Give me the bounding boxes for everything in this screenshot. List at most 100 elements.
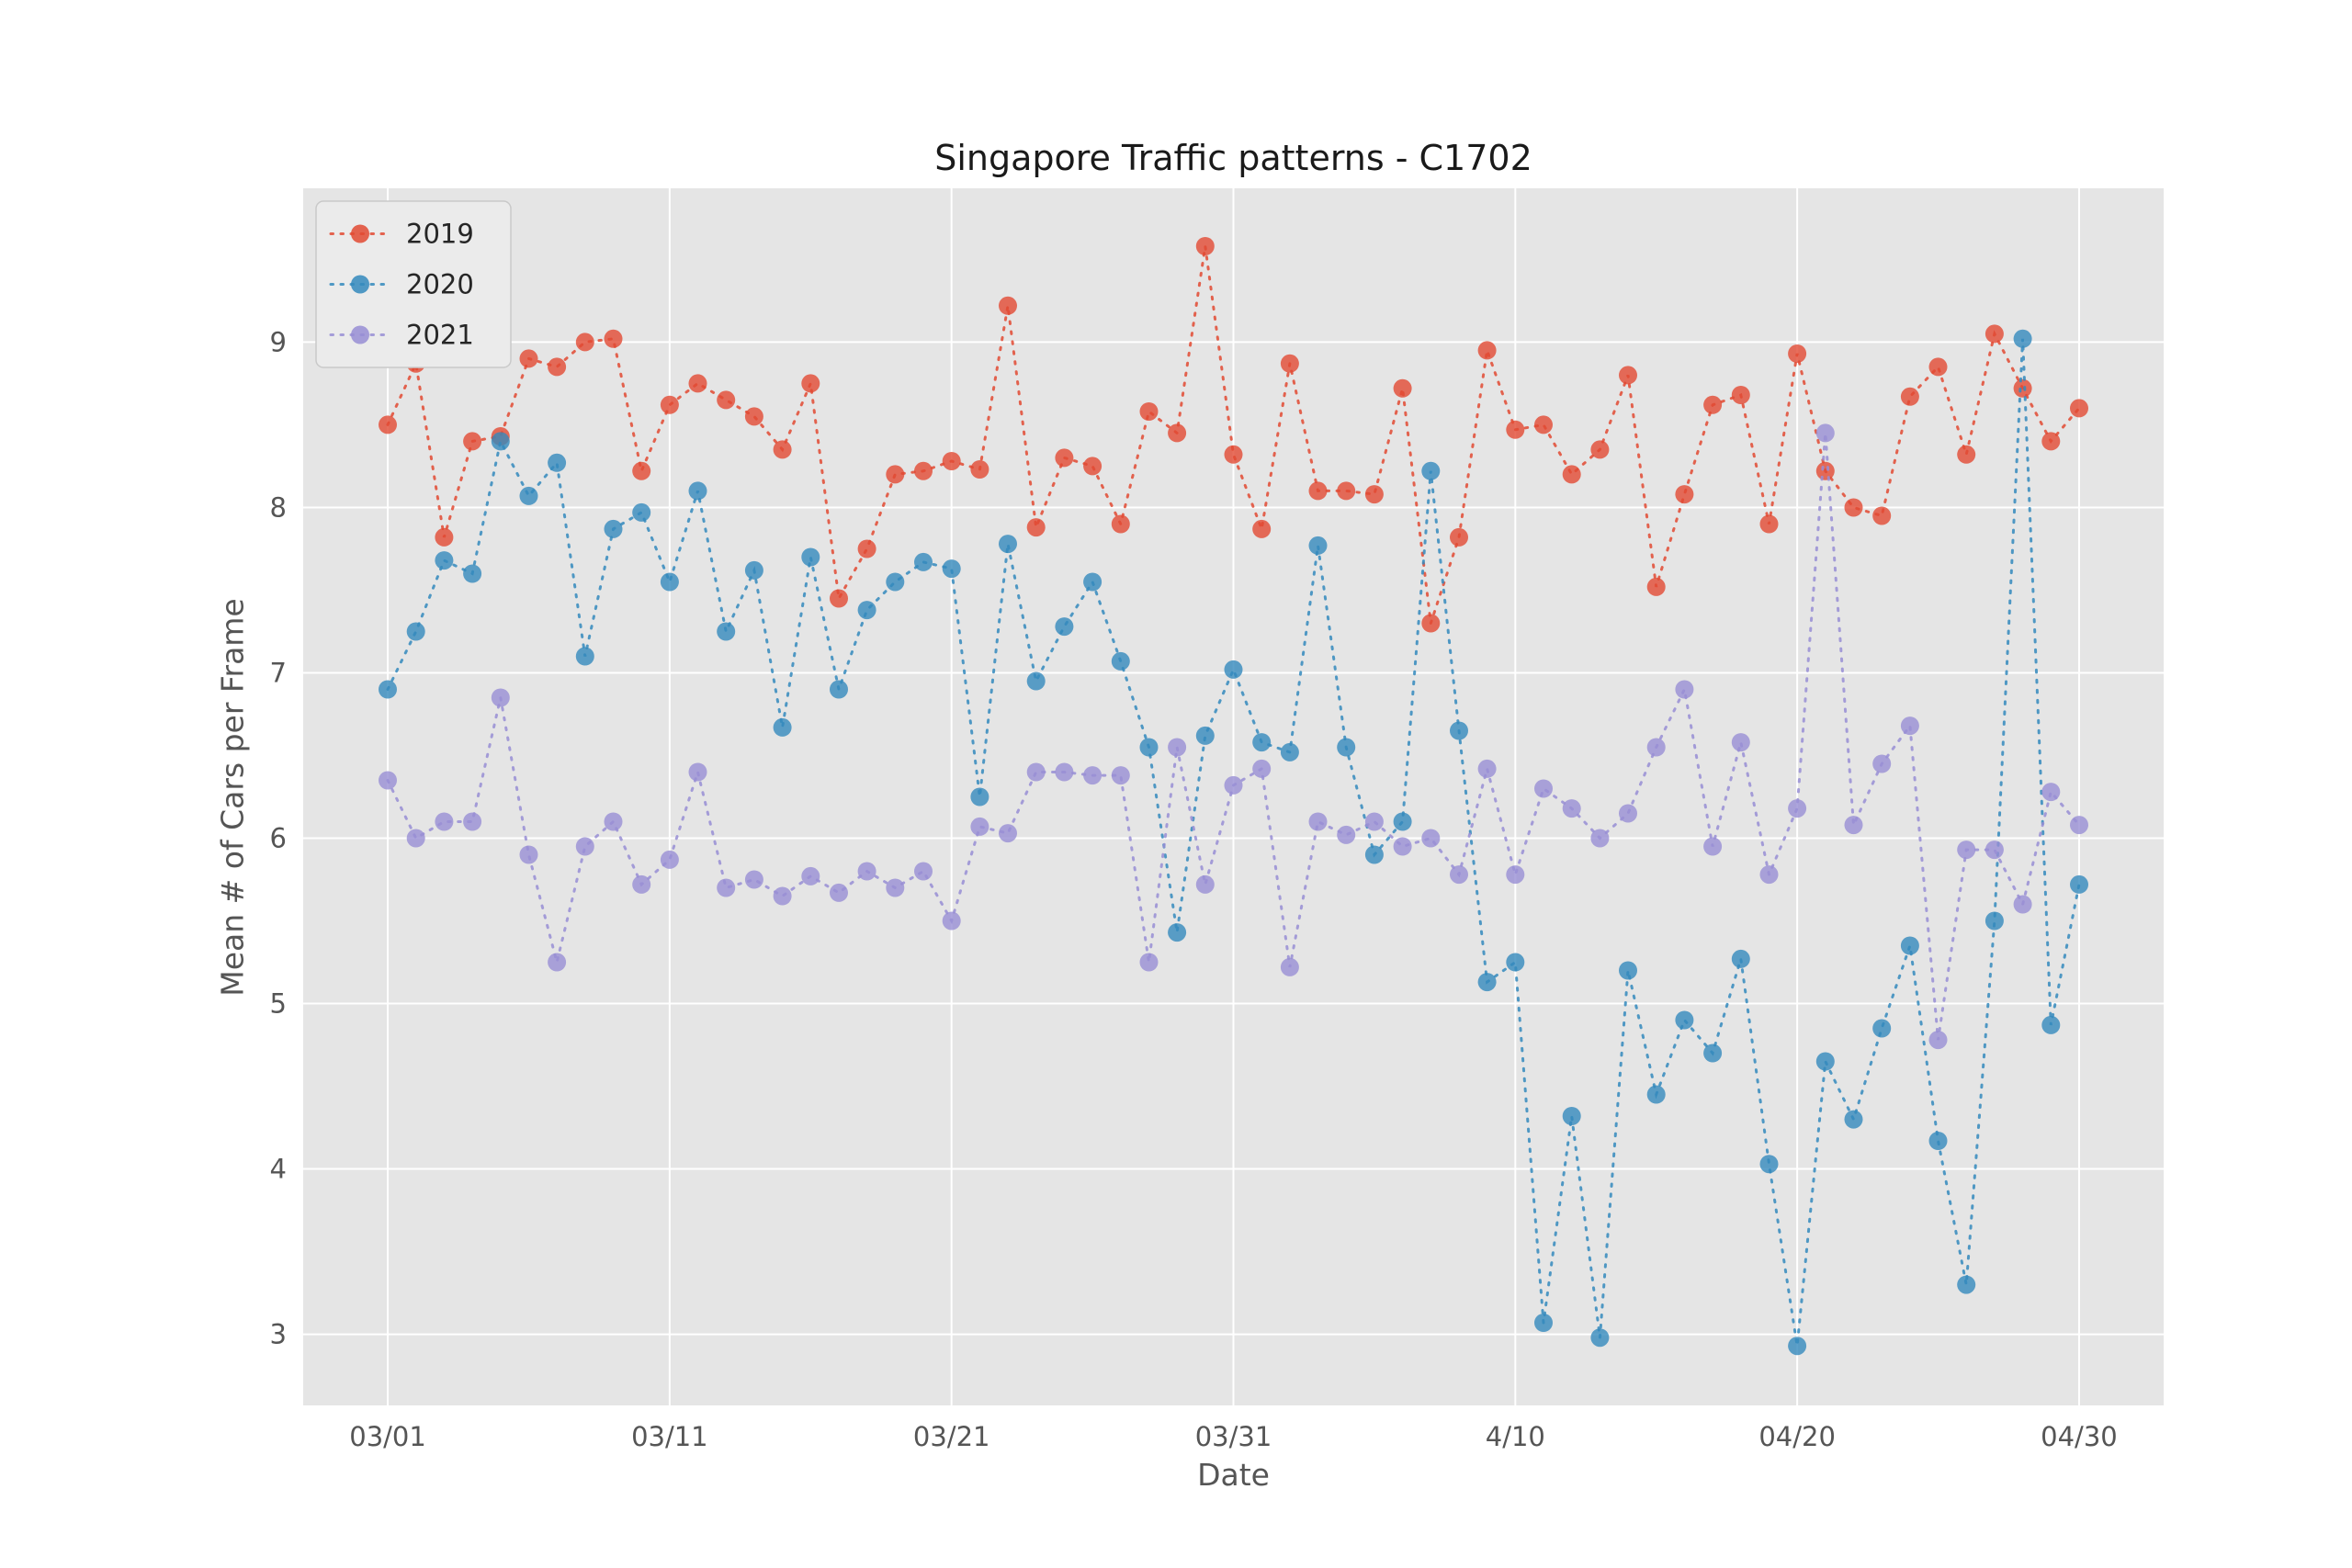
- data-point-2020: [1759, 1155, 1779, 1174]
- data-point-2021: [970, 817, 989, 836]
- data-point-2020: [1731, 949, 1750, 968]
- data-point-2019: [2070, 399, 2088, 418]
- data-point-2019: [1900, 387, 1919, 406]
- data-point-2021: [548, 953, 567, 972]
- data-point-2020: [1534, 1314, 1553, 1332]
- data-point-2021: [406, 829, 425, 848]
- data-point-2021: [1364, 812, 1384, 831]
- data-point-2021: [744, 870, 763, 889]
- data-point-2021: [491, 688, 510, 707]
- data-point-2020: [1224, 660, 1243, 679]
- data-point-2020: [1788, 1337, 1807, 1356]
- data-point-2019: [1252, 519, 1272, 538]
- data-point-2020: [1393, 812, 1412, 831]
- data-point-2021: [1393, 837, 1412, 856]
- data-point-2019: [1984, 324, 2004, 344]
- legend-label-2020: 2020: [406, 269, 474, 300]
- data-point-2019: [1506, 420, 1525, 439]
- data-point-2019: [1111, 514, 1130, 534]
- data-point-2021: [1195, 874, 1215, 894]
- data-point-2019: [1844, 498, 1863, 517]
- data-point-2020: [1055, 617, 1074, 637]
- data-point-2020: [688, 481, 707, 501]
- y-axis-label: Mean # of Cars per Frame: [214, 598, 251, 997]
- data-point-2021: [1815, 423, 1835, 443]
- data-point-2019: [519, 349, 538, 368]
- data-point-2021: [773, 886, 792, 906]
- data-point-2020: [744, 560, 763, 580]
- data-point-2021: [999, 824, 1017, 843]
- data-point-2019: [942, 452, 961, 470]
- data-point-2019: [435, 527, 454, 547]
- data-point-2019: [1675, 485, 1694, 504]
- data-point-2021: [1590, 829, 1610, 848]
- data-point-2020: [801, 547, 820, 567]
- data-point-2019: [886, 465, 905, 484]
- data-point-2021: [1562, 799, 1581, 818]
- data-point-2019: [1026, 518, 1046, 537]
- data-point-2021: [379, 771, 397, 790]
- legend-label-2019: 2019: [406, 219, 474, 250]
- data-point-2020: [1928, 1132, 1948, 1150]
- data-point-2021: [2070, 816, 2088, 835]
- data-point-2020: [2070, 874, 2088, 894]
- x-tick-label: 4/10: [1486, 1421, 1545, 1452]
- data-point-2019: [1646, 577, 1666, 596]
- data-point-2019: [999, 296, 1017, 315]
- data-point-2019: [1928, 357, 1948, 377]
- data-point-2020: [2013, 329, 2032, 348]
- x-tick-label: 03/21: [913, 1421, 990, 1452]
- data-point-2021: [688, 762, 707, 782]
- data-point-2020: [1252, 733, 1272, 752]
- data-point-2020: [1619, 961, 1637, 980]
- data-point-2021: [1083, 766, 1102, 785]
- data-point-2020: [575, 647, 594, 666]
- data-point-2021: [1731, 733, 1750, 752]
- data-point-2020: [379, 680, 397, 699]
- y-tick-label: 5: [270, 988, 287, 1020]
- data-point-2020: [1477, 973, 1497, 992]
- data-point-2020: [604, 519, 623, 538]
- data-point-2021: [2013, 895, 2032, 914]
- data-point-2019: [688, 374, 707, 393]
- y-tick-label: 3: [270, 1319, 287, 1350]
- data-point-2021: [1984, 840, 2004, 860]
- chart-title: Singapore Traffic patterns - C1702: [934, 138, 1532, 178]
- data-point-2020: [773, 717, 792, 737]
- data-point-2019: [1534, 415, 1553, 434]
- data-point-2021: [1280, 957, 1299, 976]
- data-point-2019: [1308, 481, 1328, 501]
- data-point-2020: [1337, 738, 1356, 757]
- data-point-2020: [1815, 1052, 1835, 1071]
- data-point-2020: [1364, 845, 1384, 864]
- data-point-2020: [632, 502, 651, 522]
- data-point-2021: [435, 812, 454, 831]
- data-point-2019: [1450, 527, 1468, 547]
- data-point-2021: [575, 837, 594, 856]
- data-point-2020: [970, 787, 989, 807]
- data-point-2021: [1928, 1031, 1948, 1050]
- data-point-2020: [1675, 1010, 1694, 1030]
- data-point-2021: [1788, 799, 1807, 818]
- data-point-2020: [435, 551, 454, 570]
- data-point-2021: [1139, 953, 1159, 972]
- data-point-2019: [1703, 395, 1723, 414]
- data-point-2021: [1759, 865, 1779, 885]
- data-point-2020: [406, 622, 425, 641]
- data-point-2020: [1957, 1275, 1976, 1294]
- data-point-2021: [801, 866, 820, 886]
- x-tick-label: 04/30: [2041, 1421, 2118, 1452]
- data-point-2019: [1957, 445, 1976, 464]
- data-point-2019: [2013, 378, 2032, 398]
- data-point-2020: [548, 453, 567, 472]
- data-point-2019: [1280, 354, 1299, 373]
- data-point-2021: [857, 862, 876, 881]
- data-point-2019: [1055, 448, 1074, 468]
- data-point-2021: [830, 883, 848, 902]
- data-point-2019: [914, 461, 933, 480]
- data-point-2021: [1224, 775, 1243, 795]
- data-point-2019: [1477, 341, 1497, 360]
- data-point-2020: [1900, 936, 1919, 955]
- legend-marker-2019: [351, 224, 369, 243]
